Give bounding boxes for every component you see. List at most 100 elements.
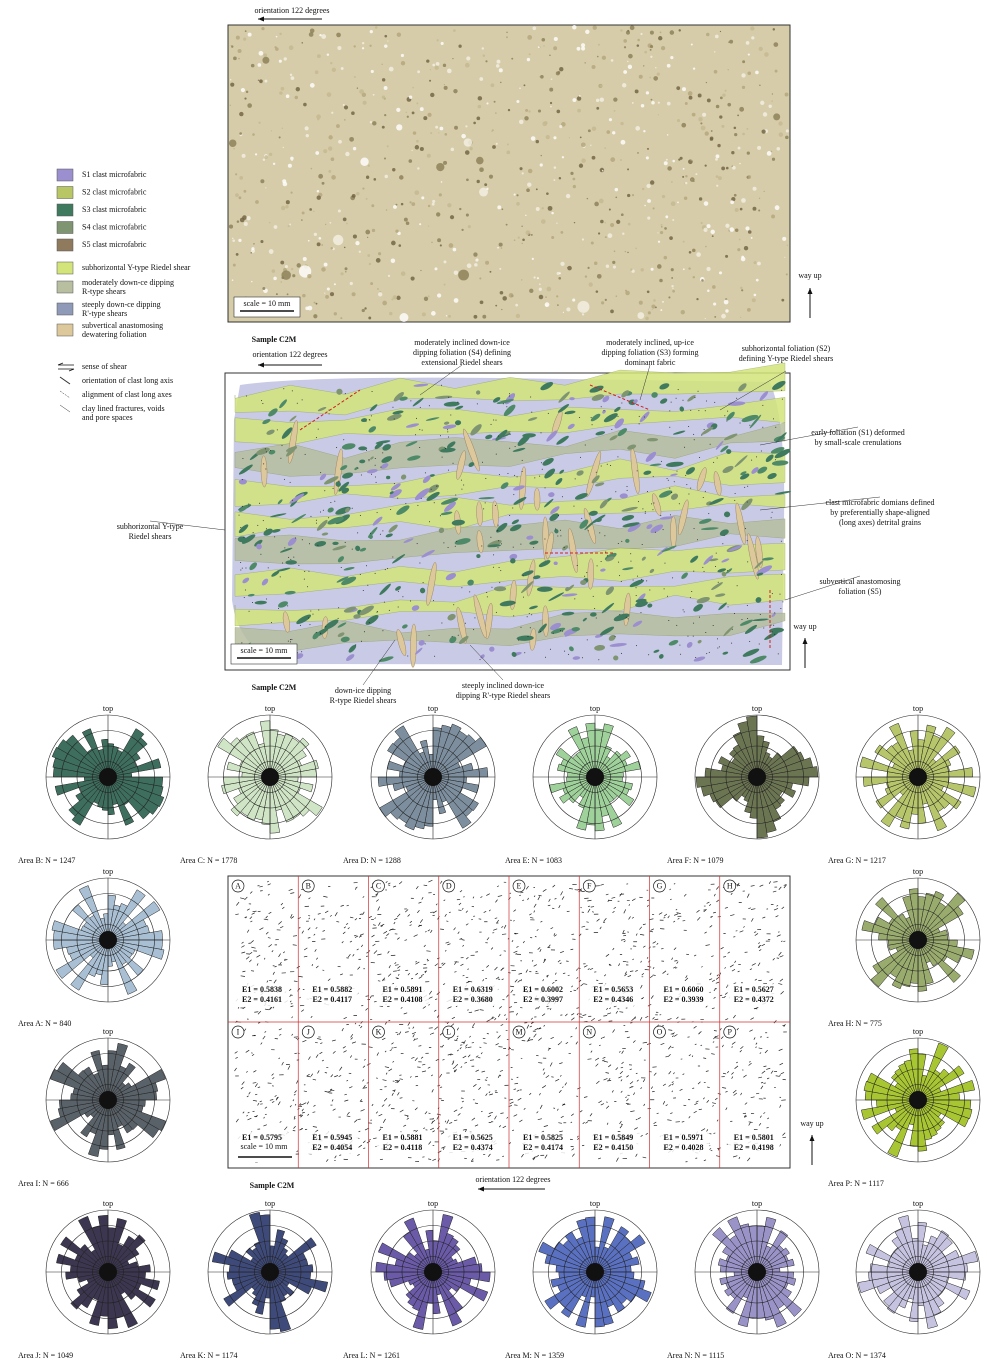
grain (349, 281, 353, 286)
clast-axis (254, 1011, 259, 1013)
grain (740, 286, 743, 290)
clast-axis (312, 1078, 317, 1081)
label: defining Y-type Riedel shears (739, 354, 834, 363)
grain (608, 208, 611, 211)
grain (364, 307, 367, 310)
grain (716, 457, 718, 459)
clast-axis (472, 896, 475, 899)
clast-axis (697, 916, 701, 921)
clast-axis (546, 974, 549, 977)
clast-axis (393, 921, 396, 925)
clast-axis (310, 1015, 313, 1019)
grain (713, 51, 716, 53)
clast-axis (587, 908, 591, 913)
leader-line (419, 364, 463, 396)
grain (287, 163, 292, 168)
clast (614, 418, 625, 429)
clast (400, 474, 407, 480)
grain (385, 209, 388, 211)
grain (741, 255, 745, 259)
clast (740, 471, 747, 476)
grain (370, 69, 374, 74)
clast-axis (537, 947, 541, 950)
grain (591, 126, 597, 131)
clast-axis (652, 966, 655, 970)
clast (759, 391, 769, 401)
grain (270, 130, 273, 132)
clast-axis (636, 1079, 639, 1082)
rose-petal (51, 746, 109, 778)
grain (374, 476, 376, 478)
clast-axis (491, 947, 494, 949)
grain (645, 91, 650, 95)
clast-axis (240, 1086, 244, 1090)
grain (307, 273, 312, 279)
clast (550, 622, 562, 631)
grain (683, 611, 685, 613)
clast-axis (725, 1107, 728, 1111)
clast-axis (671, 1035, 674, 1038)
grain (755, 278, 759, 282)
clast (670, 473, 678, 477)
grain (293, 556, 295, 558)
clast-axis (346, 1080, 349, 1082)
clast-axis (778, 1048, 783, 1051)
grain (420, 497, 422, 499)
rose-petal (107, 1068, 166, 1101)
clast-axis (267, 937, 271, 939)
label: E1 = 0.5653 (593, 985, 633, 994)
clast-axis (357, 966, 361, 970)
grain (620, 121, 624, 126)
clast-axis (527, 897, 529, 901)
grain (756, 456, 758, 458)
grain (338, 480, 340, 482)
clast (287, 537, 297, 546)
grain (343, 246, 346, 249)
clast-axis (620, 1090, 623, 1093)
grain (709, 136, 714, 141)
clast-axis (618, 963, 621, 967)
clast-axis (331, 1039, 336, 1042)
rose-petal (917, 1079, 975, 1101)
clast-axis (409, 1076, 412, 1078)
label: top (913, 1027, 923, 1036)
clast-axis (755, 1042, 758, 1045)
clast-axis (300, 1114, 304, 1118)
clast (548, 492, 555, 498)
grain (410, 400, 412, 402)
grain (560, 535, 562, 537)
clast-axis (284, 1126, 288, 1131)
clast-axis (697, 1081, 701, 1085)
rose-center (261, 1263, 279, 1281)
grain (514, 474, 516, 476)
grain (247, 32, 252, 37)
clast-axis (398, 1031, 402, 1035)
grain (535, 207, 540, 211)
clast-axis (375, 899, 379, 902)
grain (328, 135, 333, 140)
clast-axis (502, 1125, 507, 1129)
clast (754, 560, 764, 569)
clast-axis (245, 916, 248, 919)
grain (557, 304, 559, 306)
clast-axis (329, 914, 332, 917)
clast-axis (325, 1159, 329, 1162)
grain (290, 76, 295, 80)
clast-axis (382, 1118, 386, 1123)
grain (253, 243, 255, 245)
clast-axis (705, 1070, 709, 1072)
clast-axis (517, 979, 521, 983)
clast (402, 624, 408, 629)
clast (269, 513, 287, 518)
rose-petal (875, 897, 919, 941)
clast-axis (713, 911, 716, 914)
clast (422, 475, 431, 484)
grain (493, 554, 495, 556)
clast-axis (783, 1024, 786, 1028)
grain (771, 511, 773, 513)
clast-axis (620, 1066, 624, 1069)
clast-axis (384, 937, 387, 939)
grain (527, 168, 533, 174)
clast (434, 395, 453, 399)
